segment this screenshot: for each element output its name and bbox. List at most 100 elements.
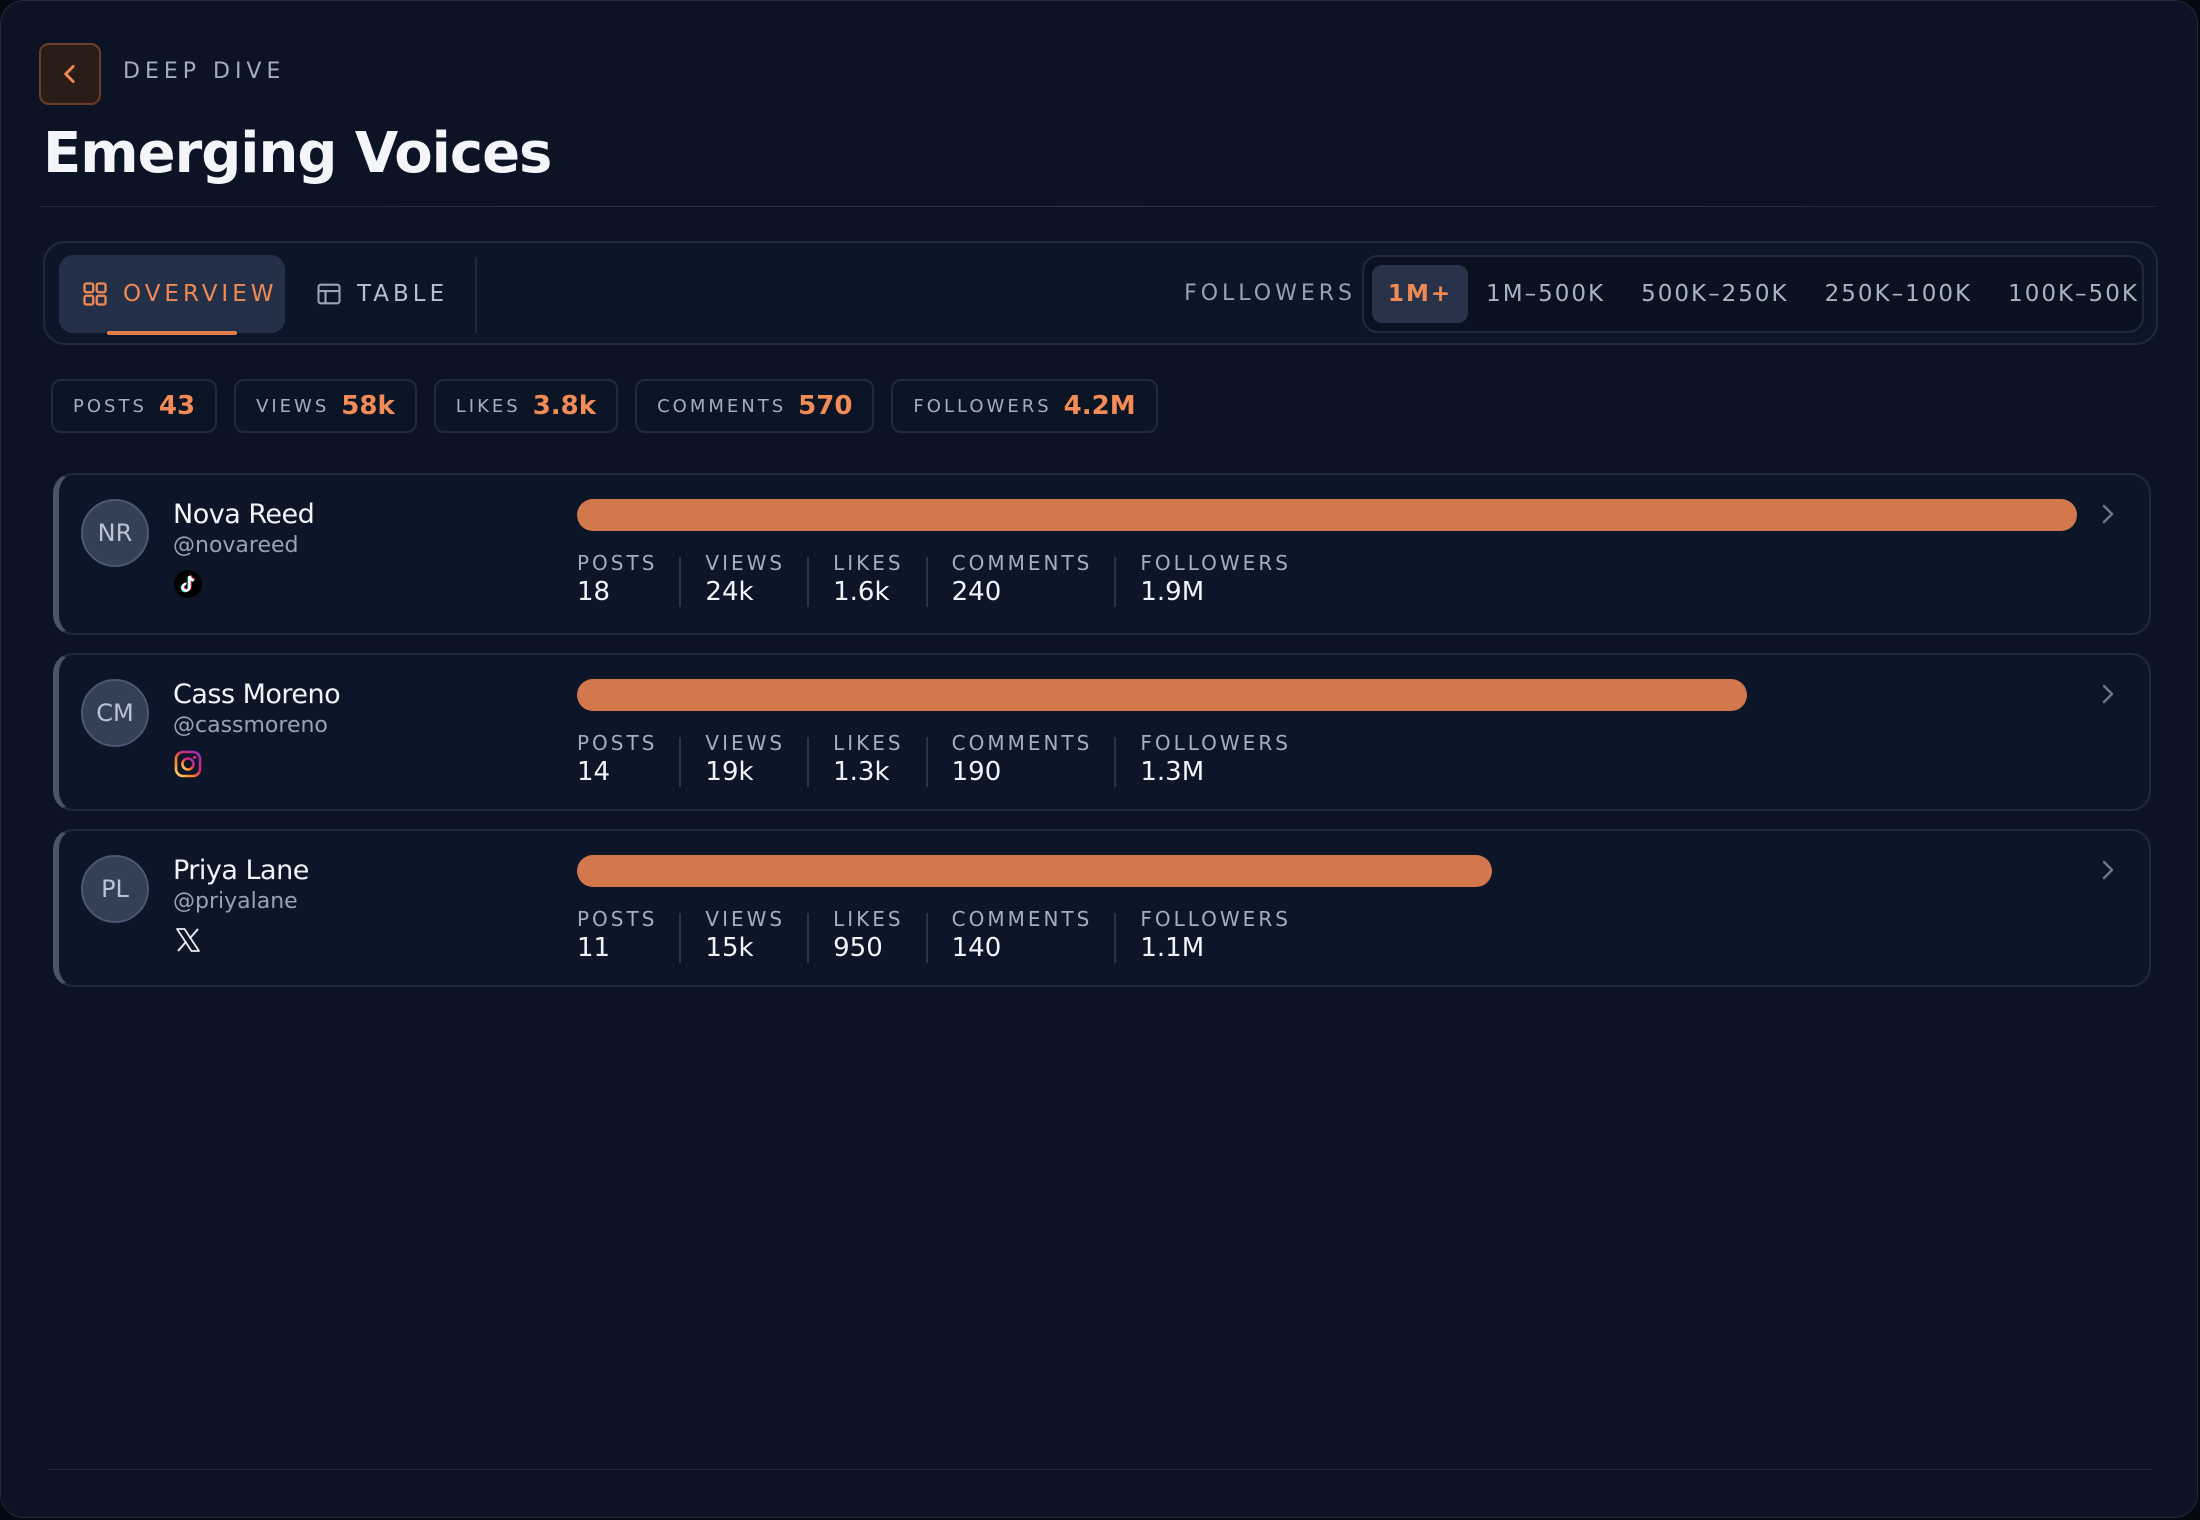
metric-value: 15k bbox=[705, 933, 754, 963]
back-button[interactable] bbox=[39, 43, 101, 105]
toolbar: OVERVIEW TABLE FOLLOWERS 1M+ 1M–500K 500… bbox=[43, 241, 2158, 345]
summary-label: VIEWS bbox=[256, 395, 330, 417]
metric-label: POSTS bbox=[577, 551, 658, 575]
metric-likes: LIKES 1.3k bbox=[833, 731, 928, 787]
x-icon bbox=[176, 928, 200, 952]
metric-followers: FOLLOWERS 1.1M bbox=[1140, 907, 1315, 963]
metric-views: VIEWS 15k bbox=[705, 907, 809, 963]
summary-views: VIEWS 58k bbox=[234, 379, 417, 433]
metric-label: FOLLOWERS bbox=[1140, 551, 1291, 575]
creator-metrics: POSTS 14 VIEWS 19k LIKES 1.3k COMMENTS 1… bbox=[577, 731, 1339, 787]
summary-value: 43 bbox=[158, 391, 196, 421]
creator-card[interactable]: CM Cass Moreno @cassmoreno bbox=[53, 653, 2151, 811]
metric-views: VIEWS 24k bbox=[705, 551, 809, 607]
metric-label: VIEWS bbox=[705, 731, 786, 755]
creator-handle: @novareed bbox=[173, 533, 299, 558]
summary-label: FOLLOWERS bbox=[913, 395, 1052, 417]
metric-value: 1.3M bbox=[1140, 757, 1205, 787]
table-icon bbox=[317, 283, 341, 305]
summary-comments: COMMENTS 570 bbox=[635, 379, 875, 433]
page-title: Emerging Voices bbox=[43, 121, 552, 186]
metric-value: 19k bbox=[705, 757, 754, 787]
followers-filter-group: 1M+ 1M–500K 500K–250K 250K–100K 100K–50K bbox=[1362, 255, 2144, 333]
summary-posts: POSTS 43 bbox=[51, 379, 218, 433]
metric-label: LIKES bbox=[833, 551, 904, 575]
summary-likes: LIKES 3.8k bbox=[433, 379, 619, 433]
filter-1m-plus[interactable]: 1M+ bbox=[1372, 265, 1469, 323]
chevron-right-icon[interactable] bbox=[2097, 681, 2119, 707]
reach-bar bbox=[577, 499, 2077, 531]
grid-icon bbox=[83, 282, 107, 306]
metric-value: 190 bbox=[951, 757, 1002, 787]
metric-value: 1.3k bbox=[833, 757, 890, 787]
creator-name: Cass Moreno bbox=[173, 679, 341, 710]
creator-card[interactable]: NR Nova Reed @novareed POSTS bbox=[53, 473, 2151, 635]
metric-followers: FOLLOWERS 1.9M bbox=[1140, 551, 1315, 607]
metric-likes: LIKES 1.6k bbox=[833, 551, 928, 607]
summary-value: 570 bbox=[798, 391, 853, 421]
metric-label: VIEWS bbox=[705, 551, 786, 575]
summary-label: LIKES bbox=[455, 395, 521, 417]
chevron-left-icon bbox=[64, 65, 75, 83]
avatar: CM bbox=[81, 679, 149, 747]
metric-label: COMMENTS bbox=[951, 551, 1093, 575]
reach-bar bbox=[577, 855, 1492, 887]
metric-posts: POSTS 11 bbox=[577, 907, 682, 963]
filter-500k-250k[interactable]: 500K–250K bbox=[1641, 281, 1789, 307]
metric-label: COMMENTS bbox=[951, 731, 1093, 755]
metric-value: 14 bbox=[577, 757, 611, 787]
tab-table-label: TABLE bbox=[357, 281, 449, 307]
summary-value: 3.8k bbox=[532, 391, 597, 421]
creator-name: Nova Reed bbox=[173, 499, 315, 530]
filter-250k-100k[interactable]: 250K–100K bbox=[1824, 281, 1973, 307]
metric-followers: FOLLOWERS 1.3M bbox=[1140, 731, 1315, 787]
metric-value: 1.1M bbox=[1140, 933, 1205, 963]
metric-label: LIKES bbox=[833, 907, 904, 931]
metric-label: POSTS bbox=[577, 907, 658, 931]
metric-comments: COMMENTS 140 bbox=[952, 907, 1117, 963]
metric-label: LIKES bbox=[833, 731, 904, 755]
summary-value: 58k bbox=[341, 391, 395, 421]
chevron-right-icon[interactable] bbox=[2097, 501, 2119, 527]
creator-handle: @cassmoreno bbox=[173, 713, 328, 738]
creator-card[interactable]: PL Priya Lane @priyalane POSTS 11 VIE bbox=[53, 829, 2151, 987]
filter-100k-50k[interactable]: 100K–50K bbox=[2008, 281, 2139, 307]
chevron-right-icon[interactable] bbox=[2097, 857, 2119, 883]
reach-bar-track bbox=[577, 499, 2077, 531]
creator-name: Priya Lane bbox=[173, 855, 309, 886]
summary-label: POSTS bbox=[73, 395, 147, 417]
reach-bar bbox=[577, 679, 1747, 711]
metric-posts: POSTS 14 bbox=[577, 731, 682, 787]
summary-value: 4.2M bbox=[1063, 391, 1136, 421]
metric-value: 1.6k bbox=[833, 577, 890, 607]
creator-handle: @priyalane bbox=[173, 889, 298, 914]
tab-overview[interactable]: OVERVIEW bbox=[59, 255, 285, 335]
metric-value: 240 bbox=[951, 577, 1002, 607]
tab-overview-label: OVERVIEW bbox=[123, 281, 278, 307]
metric-value: 24k bbox=[705, 577, 754, 607]
metric-posts: POSTS 18 bbox=[577, 551, 682, 607]
metric-comments: COMMENTS 190 bbox=[952, 731, 1117, 787]
summary-followers: FOLLOWERS 4.2M bbox=[891, 379, 1158, 433]
filter-1m-500k[interactable]: 1M–500K bbox=[1486, 281, 1606, 307]
metric-label: FOLLOWERS bbox=[1140, 907, 1291, 931]
metric-label: VIEWS bbox=[705, 907, 786, 931]
summary-label: COMMENTS bbox=[657, 395, 787, 417]
metric-comments: COMMENTS 240 bbox=[952, 551, 1117, 607]
metric-label: FOLLOWERS bbox=[1140, 731, 1291, 755]
footer-divider bbox=[49, 1469, 2152, 1470]
followers-filter-label: FOLLOWERS bbox=[1184, 281, 1356, 306]
metric-value: 18 bbox=[577, 577, 611, 607]
reach-bar-track bbox=[577, 855, 2077, 887]
avatar: NR bbox=[81, 499, 149, 567]
metric-views: VIEWS 19k bbox=[705, 731, 809, 787]
page-eyebrow: DEEP DIVE bbox=[123, 59, 286, 84]
tab-table[interactable]: TABLE bbox=[315, 255, 448, 333]
creator-metrics: POSTS 18 VIEWS 24k LIKES 1.6k COMMENTS 2… bbox=[577, 551, 1339, 607]
toolbar-divider bbox=[475, 257, 477, 333]
metric-value: 950 bbox=[833, 933, 883, 963]
metric-label: COMMENTS bbox=[951, 907, 1093, 931]
tiktok-icon bbox=[174, 570, 202, 598]
metric-likes: LIKES 950 bbox=[833, 907, 928, 963]
